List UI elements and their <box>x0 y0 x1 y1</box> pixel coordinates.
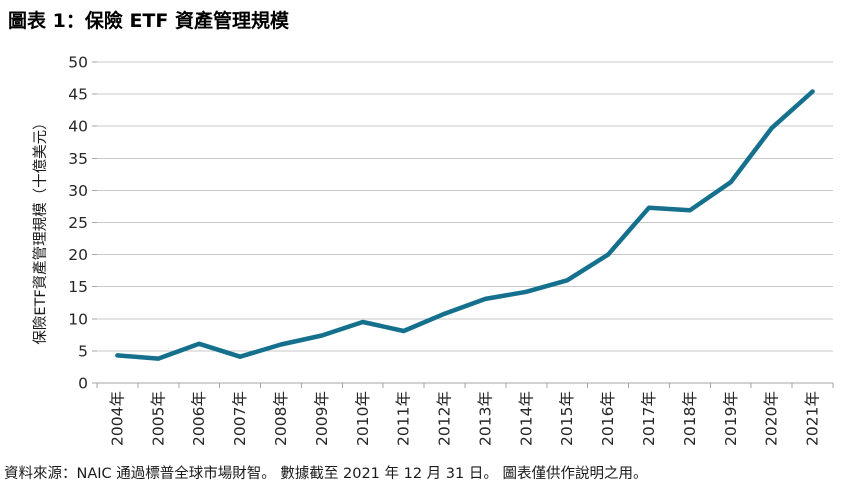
y-tick-label: 10 <box>68 310 88 328</box>
x-tick-label: 2015年 <box>558 391 576 446</box>
y-tick-label: 0 <box>78 375 88 393</box>
y-tick-label: 15 <box>68 278 88 296</box>
chart-title: 圖表 1：保險 ETF 資產管理規模 <box>8 10 289 32</box>
x-tick-label: 2016年 <box>599 391 617 446</box>
x-tick-label: 2017年 <box>640 391 658 446</box>
y-axis-ticks: 0 5 10 15 20 25 30 35 40 45 50 <box>68 54 97 393</box>
x-tick-label: 2021年 <box>804 391 822 446</box>
y-tick-label: 30 <box>68 182 88 200</box>
source-note: 資料來源：NAIC 通過標普全球市場財智。 數據截至 2021 年 12 月 3… <box>4 466 648 482</box>
y-tick-label: 40 <box>68 118 88 136</box>
aum-line-series <box>115 89 815 361</box>
x-tick-label: 2007年 <box>231 391 249 446</box>
x-tick-label: 2012年 <box>436 391 454 446</box>
x-tick-label: 2009年 <box>313 391 331 446</box>
x-tick-label: 2011年 <box>395 391 413 446</box>
y-tick-label: 45 <box>68 86 88 104</box>
y-tick-label: 50 <box>68 54 88 72</box>
y-axis-title: 保險ETF資產管理規模（十億美元） <box>32 115 49 344</box>
gridlines <box>95 61 833 384</box>
x-tick-label: 2020年 <box>763 391 781 446</box>
aum-series-polyline <box>115 89 815 361</box>
x-tick-label: 2018年 <box>681 391 699 446</box>
x-tick-label: 2005年 <box>149 391 167 446</box>
x-tick-label: 2006年 <box>190 391 208 446</box>
x-tick-label: 2008年 <box>272 391 290 446</box>
y-tick-label: 25 <box>68 214 88 232</box>
x-tick-label: 2010年 <box>354 391 372 446</box>
x-tick-label: 2013年 <box>476 391 494 446</box>
y-tick-label: 35 <box>68 150 88 168</box>
y-tick-label: 20 <box>68 246 88 264</box>
x-tick-label: 2014年 <box>517 391 535 446</box>
x-axis-ticks: 2004年 2005年 2006年 2007年 2008年 2009年 2010年 2011年… <box>96 383 834 446</box>
y-tick-label: 5 <box>78 342 88 360</box>
y-axis-title-group: 保險ETF資產管理規模（十億美元） <box>32 115 49 344</box>
x-tick-label: 2019年 <box>722 391 740 446</box>
x-tick-label: 2004年 <box>108 391 126 446</box>
